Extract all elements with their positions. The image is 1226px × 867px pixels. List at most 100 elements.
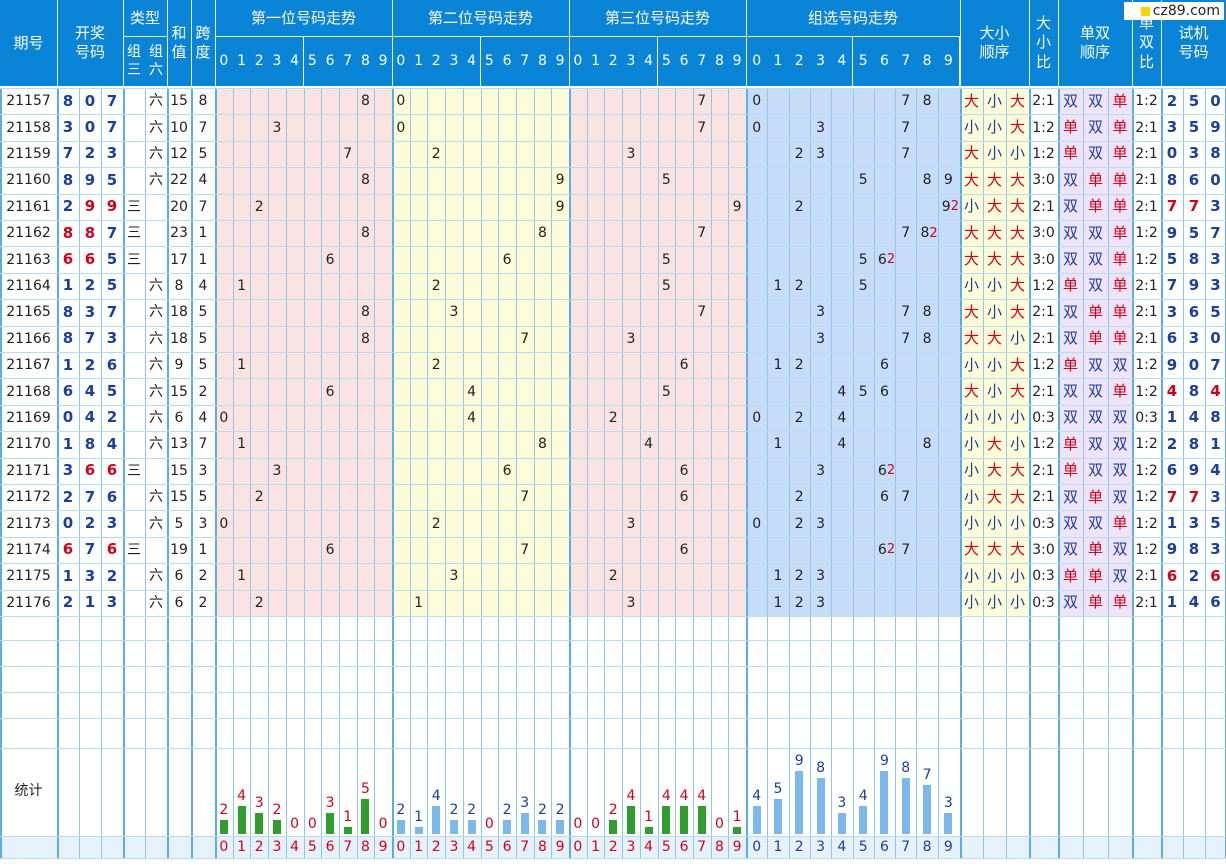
draw-digit: 7: [106, 118, 118, 137]
header-divider: [569, 0, 570, 86]
odd-even-cell: 双: [1112, 566, 1128, 585]
period-cell: 21176: [6, 594, 51, 611]
pos2-hit: 8: [537, 225, 547, 242]
trial-digit: 1: [1166, 593, 1178, 612]
type-g3-cell: 三: [127, 462, 141, 479]
trial-digit: 3: [1210, 276, 1221, 295]
draw-digit: 0: [62, 514, 74, 533]
trial-digit: 8: [1210, 144, 1221, 163]
pos3-footer-digit: 4: [644, 839, 654, 855]
type-g6-cell: 六: [149, 489, 163, 506]
type-g3-cell: [123, 590, 145, 616]
grid-line: [0, 141, 1226, 142]
period-cell: 21159: [6, 145, 51, 162]
period-cell: 21172: [6, 489, 51, 506]
sum-cell: 10: [170, 119, 188, 136]
pos3-hit: 7: [697, 93, 707, 110]
grid-line: [1006, 88, 1007, 858]
group-stat-bar: [901, 778, 910, 834]
pos1-hit: 1: [237, 568, 246, 585]
trial-digit: 2: [1188, 566, 1200, 585]
trial-digit: 6: [1166, 566, 1178, 585]
draw-digit: 2: [106, 566, 118, 585]
pos3-footer-digit: 1: [591, 839, 600, 855]
type-g6-cell: 六: [149, 357, 163, 374]
pos1-stat-value: 0: [307, 815, 317, 832]
grid-line: [551, 88, 552, 858]
big-small-cell: 小: [986, 91, 1002, 110]
group-hit: 5: [858, 277, 868, 294]
odd-even-cell: 单: [1062, 276, 1078, 295]
header-pos1-digit: 2: [250, 36, 269, 86]
group-hit: 2: [794, 568, 804, 585]
grid-line: [728, 88, 729, 858]
trial-digit: 9: [1166, 223, 1178, 242]
grid-line: [0, 326, 1226, 327]
trial-digit: 7: [1166, 276, 1178, 295]
draw-digit: 1: [62, 355, 74, 374]
pos1-stat-bar: [326, 813, 335, 834]
period-cell: 21161: [6, 198, 51, 215]
period-cell: 21175: [6, 568, 51, 585]
odd-even-cell: 双: [1087, 91, 1103, 110]
pos2-hit: 7: [520, 330, 530, 347]
draw-digit: 7: [62, 144, 74, 163]
group-stat-bar: [837, 813, 846, 834]
trial-digit: 5: [1188, 118, 1200, 137]
odd-even-ratio-cell: 2:1: [1135, 119, 1158, 136]
pos3-hit: 6: [679, 489, 689, 506]
big-small-cell: 小: [963, 276, 979, 295]
pos2-stat-value: 2: [502, 801, 512, 818]
pos2-footer-digit: 3: [449, 839, 459, 855]
odd-even-cell: 单: [1062, 118, 1078, 137]
big-small-ratio-cell: 2:1: [1032, 304, 1055, 321]
pos1-footer-digit: 4: [290, 839, 300, 855]
header-group-digit: 9: [937, 36, 959, 86]
period-cell: 21165: [6, 304, 51, 321]
odd-even-ratio-cell: 2:1: [1135, 594, 1158, 611]
grid-line: [101, 88, 102, 858]
type-g6-cell: [145, 458, 167, 484]
pos2-footer-digit: 0: [396, 839, 406, 855]
header-odd-even-order: 单双 顺序: [1058, 0, 1132, 86]
pos2-hit: 9: [555, 198, 565, 215]
pos2-stat-value: 0: [484, 815, 494, 832]
big-small-cell: 大: [986, 540, 1002, 559]
sum-cell: 13: [170, 436, 188, 453]
type-g6-cell: [145, 246, 167, 272]
pos2-hit: 4: [467, 383, 477, 400]
header-pos2-digit: 1: [409, 36, 428, 86]
odd-even-cell: 单: [1112, 250, 1128, 269]
pos3-stat-value: 1: [644, 808, 654, 825]
type-g3-cell: [123, 141, 145, 167]
trial-digit: 3: [1188, 329, 1200, 348]
grid-line: [0, 378, 1226, 379]
odd-even-ratio-cell: 1:2: [1135, 93, 1158, 110]
big-small-cell: 小: [986, 593, 1002, 612]
sum-cell: 15: [170, 93, 188, 110]
header-pos3-digit: 9: [728, 36, 746, 86]
trial-digit: 9: [1188, 276, 1200, 295]
big-small-cell: 大: [986, 461, 1002, 480]
big-small-cell: 大: [963, 540, 979, 559]
pos2-stat-value: 2: [555, 801, 565, 818]
pos2-stat-bar: [432, 806, 441, 834]
header-pos3-digit: 7: [692, 36, 711, 86]
pos3-hit: 3: [626, 330, 636, 347]
big-small-ratio-cell: 1:2: [1032, 145, 1055, 162]
grid-line: [640, 88, 641, 858]
odd-even-cell: 双: [1087, 382, 1103, 401]
big-small-cell: 大: [963, 302, 979, 321]
grid-line: [79, 88, 80, 858]
odd-even-cell: 双: [1087, 514, 1103, 533]
big-small-ratio-cell: 2:1: [1032, 489, 1055, 506]
trial-digit: 8: [1188, 382, 1200, 401]
pos2-stat-bar: [449, 820, 458, 834]
grid-line: [0, 748, 1226, 749]
big-small-cell: 小: [1009, 329, 1025, 348]
watermark[interactable]: cz89.com: [1124, 2, 1224, 20]
group-hit: 0: [752, 515, 762, 532]
odd-even-cell: 双: [1087, 223, 1103, 242]
big-small-cell: 大: [986, 223, 1002, 242]
